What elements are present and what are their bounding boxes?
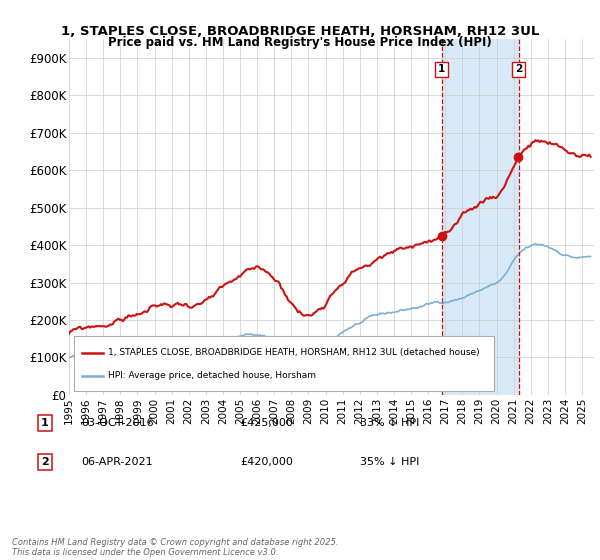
Text: 2: 2: [41, 457, 49, 467]
Text: Contains HM Land Registry data © Crown copyright and database right 2025.
This d: Contains HM Land Registry data © Crown c…: [12, 538, 338, 557]
Text: 1: 1: [438, 64, 445, 74]
Text: £425,000: £425,000: [240, 418, 293, 428]
Bar: [442, 39, 518, 395]
Text: HPI: Average price, detached house, Horsham: HPI: Average price, detached house, Hors…: [109, 371, 316, 380]
Text: 1, STAPLES CLOSE, BROADBRIDGE HEATH, HORSHAM, RH12 3UL: 1, STAPLES CLOSE, BROADBRIDGE HEATH, HOR…: [61, 25, 539, 38]
Text: 06-APR-2021: 06-APR-2021: [81, 457, 152, 467]
Text: 33% ↓ HPI: 33% ↓ HPI: [360, 418, 419, 428]
FancyBboxPatch shape: [74, 336, 494, 391]
Text: Price paid vs. HM Land Registry's House Price Index (HPI): Price paid vs. HM Land Registry's House …: [108, 36, 492, 49]
Text: 1, STAPLES CLOSE, BROADBRIDGE HEATH, HORSHAM, RH12 3UL (detached house): 1, STAPLES CLOSE, BROADBRIDGE HEATH, HOR…: [109, 348, 480, 357]
Text: 35% ↓ HPI: 35% ↓ HPI: [360, 457, 419, 467]
Text: £420,000: £420,000: [240, 457, 293, 467]
Text: 2: 2: [515, 64, 522, 74]
Text: 03-OCT-2016: 03-OCT-2016: [81, 418, 154, 428]
Text: 1: 1: [41, 418, 49, 428]
